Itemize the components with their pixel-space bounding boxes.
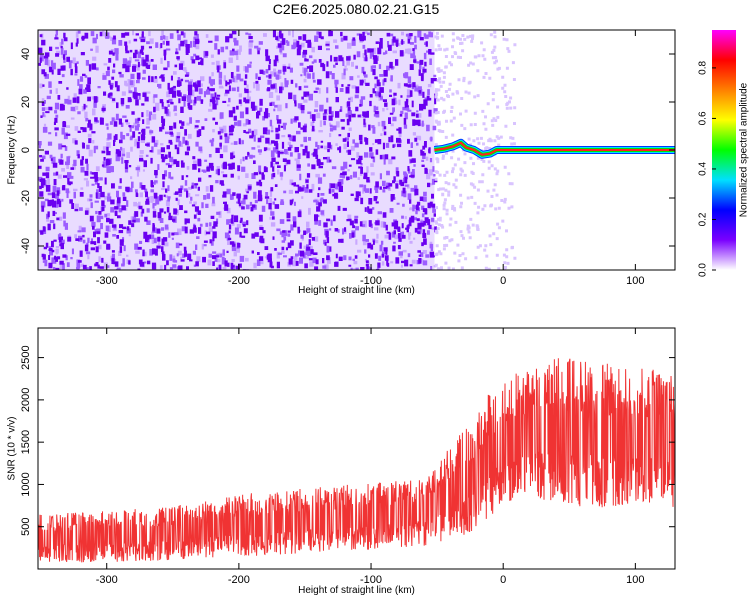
y-tick-label: 0 — [20, 147, 32, 153]
y-tick-label: 2500 — [20, 345, 32, 369]
x-tick-label: -100 — [360, 275, 382, 287]
snr-line — [38, 358, 675, 563]
x-tick-label: 0 — [500, 574, 506, 586]
y-axis-label: SNR (10 * v/v) — [7, 417, 18, 481]
colorbar: 0.0 0.2 0.4 0.6 0.8 Normalized spectral ampli… — [698, 30, 750, 277]
x-tick-label: -100 — [360, 574, 382, 586]
colorbar-gradient — [712, 30, 736, 270]
snr-series — [38, 358, 675, 563]
signal-line — [433, 138, 675, 159]
x-tick-label: -200 — [228, 574, 250, 586]
x-axis-label: Height of straight line (km) — [298, 285, 415, 296]
x-tick-label: -200 — [228, 275, 250, 287]
colorbar-tick-label: 0.8 — [698, 61, 709, 75]
snr-panel: -300 -200 -100 0 100 500 1000 1500 2000 2500 Heigh… — [7, 327, 676, 596]
y-tick-label: -20 — [20, 190, 32, 206]
y-tick-label: 500 — [20, 518, 32, 536]
x-tick-label: 100 — [626, 275, 644, 287]
x-tick-label: -300 — [96, 574, 118, 586]
y-tick-label: 20 — [20, 96, 32, 108]
colorbar-tick-label: 0.6 — [698, 111, 709, 125]
y-tick-label: 2000 — [20, 388, 32, 412]
x-tick-label: -300 — [96, 275, 118, 287]
colorbar-label: Normalized spectral amplitude — [739, 82, 750, 217]
y-tick-label: 1500 — [20, 430, 32, 454]
figure-title: C2E6.2025.080.02.21.G15 — [272, 1, 440, 17]
y-axis-label: Frequency (Hz) — [7, 116, 18, 185]
noise-medium — [38, 30, 438, 270]
colorbar-tick-label: 0.4 — [698, 162, 709, 176]
colorbar-tick-label: 0.0 — [698, 263, 709, 277]
y-tick-label: 40 — [20, 48, 32, 60]
y-tick-label: 1000 — [20, 472, 32, 496]
noise-dense — [38, 30, 438, 270]
signal-core — [434, 141, 675, 156]
x-axis-label: Height of straight line (km) — [298, 585, 415, 596]
x-tick-label: 0 — [500, 275, 506, 287]
y-tick-label: -40 — [20, 238, 32, 254]
colorbar-tick-label: 0.2 — [698, 212, 709, 226]
snr-frame — [37, 327, 676, 570]
noise-field — [38, 30, 517, 270]
x-tick-label: 100 — [626, 574, 644, 586]
